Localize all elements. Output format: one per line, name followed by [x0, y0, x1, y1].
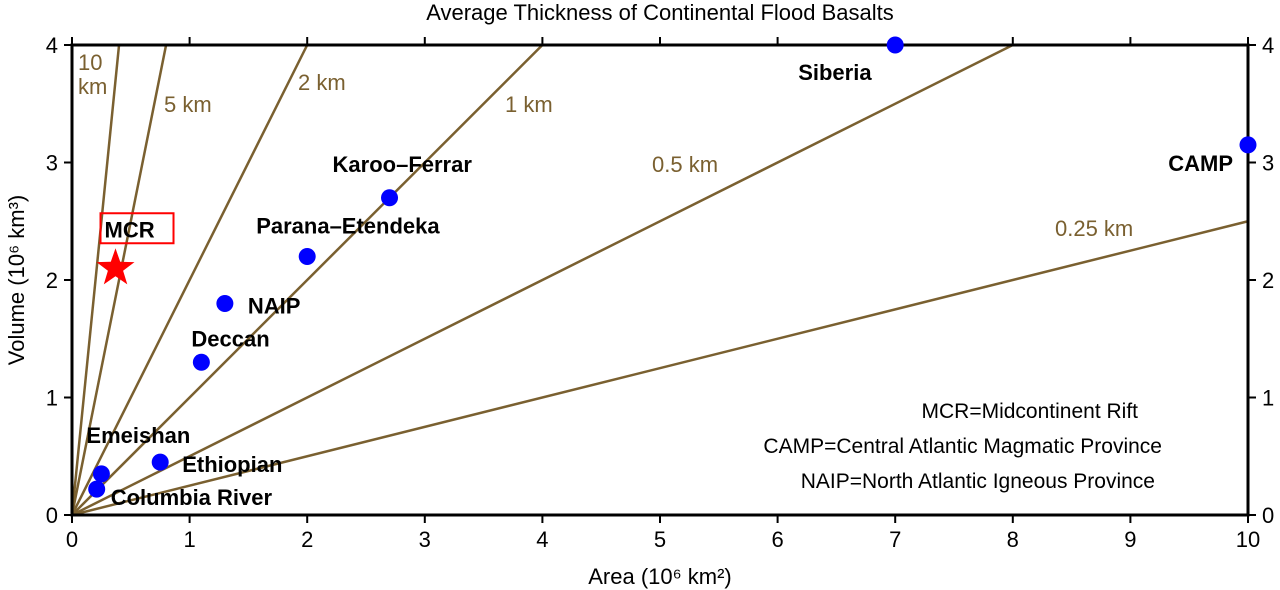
x-tick-label: 4	[536, 527, 548, 552]
data-point-label: Ethiopian	[182, 452, 282, 477]
data-point	[216, 295, 234, 312]
thickness-line-label: 1 km	[505, 92, 553, 117]
data-point-label: Columbia River	[111, 485, 273, 510]
thickness-line	[71, 220, 1249, 517]
x-tick-label: 2	[301, 527, 313, 552]
data-point	[151, 453, 169, 471]
data-point-label: Siberia	[798, 60, 872, 85]
thickness-line-label: 0.5 km	[652, 152, 718, 177]
y-tick-label-right: 0	[1262, 503, 1274, 528]
thickness-line-label: 2 km	[298, 70, 346, 95]
y-tick-label: 3	[46, 151, 58, 176]
x-tick-label: 1	[183, 527, 195, 552]
x-tick-label: 3	[419, 527, 431, 552]
abbreviation-note: MCR=Midcontinent Rift	[922, 400, 1139, 423]
y-tick-label: 2	[46, 268, 58, 293]
abbreviation-note: NAIP=North Atlantic Igneous Province	[801, 470, 1155, 493]
y-tick-label-right: 1	[1262, 386, 1274, 411]
thickness-line-label: 10 km	[78, 50, 107, 99]
data-point	[192, 353, 210, 371]
x-tick-label: 10	[1236, 527, 1260, 552]
x-tick-label: 5	[654, 527, 666, 552]
thickness-line	[71, 44, 544, 516]
mcr-label: MCR	[105, 217, 155, 242]
chart-title: Average Thickness of Continental Flood B…	[426, 0, 894, 25]
y-tick-label-right: 4	[1262, 33, 1274, 58]
thickness-line-label: 5 km	[164, 92, 212, 117]
y-tick-label: 0	[46, 503, 58, 528]
x-tick-label: 7	[889, 527, 901, 552]
x-tick-label: 0	[66, 527, 78, 552]
data-point-label: Parana–Etendeka	[256, 214, 440, 239]
data-point	[1239, 136, 1257, 154]
y-axis-label: Volume (10⁶ km³)	[4, 195, 29, 365]
data-point-label: CAMP	[1168, 151, 1233, 176]
data-point	[88, 480, 106, 498]
mcr-star-icon	[96, 248, 135, 285]
data-point-label: Karoo–Ferrar	[333, 152, 473, 177]
thickness-line	[70, 44, 309, 516]
x-tick-label: 9	[1124, 527, 1136, 552]
x-axis-label: Area (10⁶ km²)	[588, 564, 732, 589]
thickness-line-label: 0.25 km	[1055, 216, 1133, 241]
abbreviation-note: CAMP=Central Atlantic Magmatic Province	[763, 435, 1162, 458]
y-tick-label-right: 3	[1262, 151, 1274, 176]
thickness-line	[71, 43, 1014, 517]
thickness-line	[70, 44, 168, 516]
data-point	[381, 189, 399, 207]
data-point	[92, 465, 110, 483]
x-tick-label: 6	[771, 527, 783, 552]
y-tick-label-right: 2	[1262, 268, 1274, 293]
y-tick-label: 1	[46, 386, 58, 411]
x-tick-label: 8	[1007, 527, 1019, 552]
data-point	[298, 248, 316, 265]
y-tick-label: 4	[46, 33, 58, 58]
data-point-label: Deccan	[191, 326, 269, 351]
data-point-label: NAIP	[248, 294, 301, 319]
thickness-line	[70, 44, 121, 516]
mcr-label-box	[99, 212, 175, 245]
data-point-label: Emeishan	[86, 423, 190, 448]
data-point	[886, 36, 904, 54]
